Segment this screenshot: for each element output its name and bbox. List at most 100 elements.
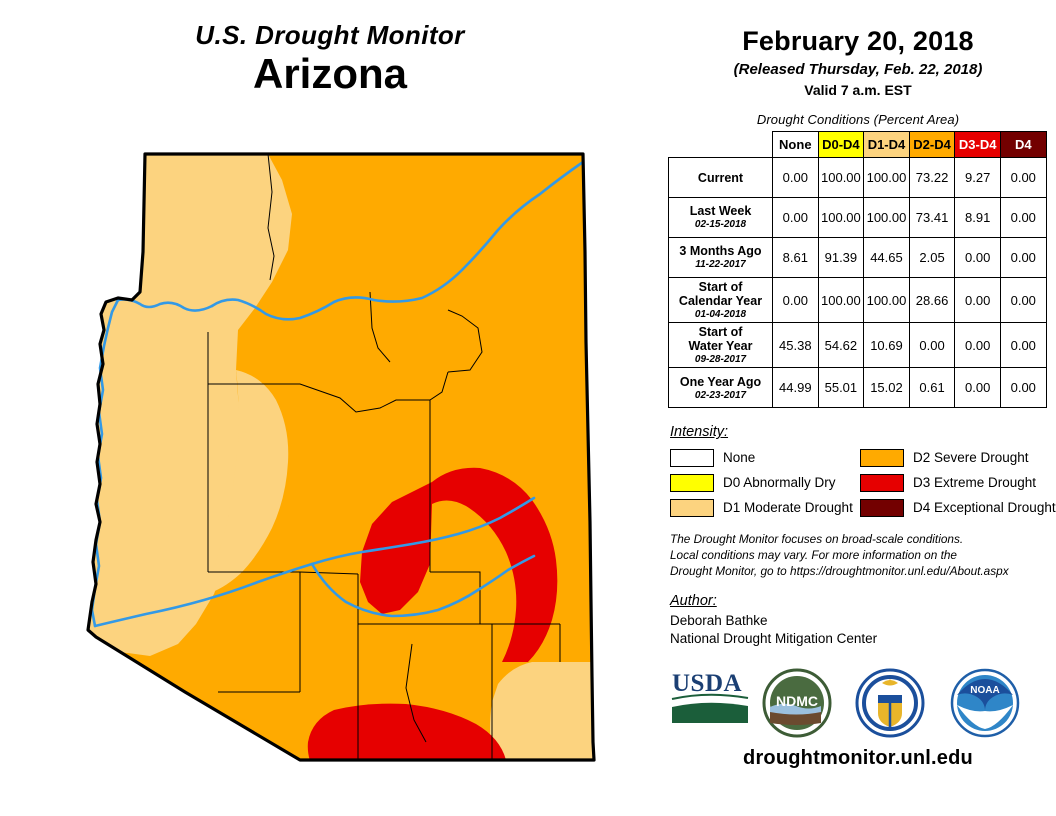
author-affiliation: National Drought Mitigation Center: [670, 631, 878, 647]
table-row: Start of Water Year 09-28-2017 45.38 54.62 10…: [668, 322, 1047, 369]
cell-r5-c0: 44.99: [772, 367, 819, 409]
table-body: Current 0.00 100.00 100.00 73.22 9.27 0.00 Last…: [668, 157, 1047, 409]
legend-swatch-icon: [670, 473, 714, 492]
region-d1-central-band: [206, 370, 289, 594]
map-drought-layers: [88, 154, 594, 760]
row-label-5: One Year Ago 02-23-2017: [668, 367, 773, 409]
col-header-d2-d4: D2-D4: [908, 131, 956, 158]
state-name-title: Arizona: [252, 50, 407, 98]
disclaimer-text: The Drought Monitor focuses on broad-sca…: [670, 532, 1050, 579]
row-date-5: 02-23-2017: [694, 389, 747, 401]
row-label-2: 3 Months Ago 11-22-2017: [668, 237, 773, 278]
cell-r0-c3: 73.22: [908, 157, 956, 198]
map-date: February 20, 2018: [742, 26, 974, 56]
ndmc-logo: NDMC: [762, 668, 832, 737]
cell-r0-c2: 100.00: [863, 157, 910, 198]
cell-r4-c3: 0.00: [908, 322, 956, 369]
row-date-2: 11-22-2017: [695, 259, 746, 271]
cell-r0-c5: 0.00: [999, 157, 1047, 198]
author-block: Author: Deborah Bathke National Drought …: [670, 593, 1050, 648]
legend-swatch-icon: [860, 473, 904, 492]
legend-swatch-icon: [860, 498, 904, 517]
row-label-3: Start of Calendar Year 01-04-2018: [668, 276, 773, 324]
release-date: (Released Thursday, Feb. 22, 2018): [733, 61, 983, 78]
cell-r3-c4: 0.00: [954, 276, 1001, 324]
legend-label: D2 Severe Drought: [913, 450, 1029, 466]
row-label-1: Last Week 02-15-2018: [668, 197, 773, 238]
cell-r0-c4: 9.27: [954, 157, 1001, 198]
cell-r4-c4: 0.00: [954, 322, 1001, 369]
legend-label: D0 Abnormally Dry: [723, 475, 836, 491]
col-header-d0-d4: D0-D4: [817, 131, 865, 158]
table-row: One Year Ago 02-23-2017 44.99 55.01 15.02 0.6…: [668, 367, 1047, 409]
legend-swatch-icon: [670, 448, 714, 467]
date-block: February 20, 2018 (Released Thursday, Fe…: [660, 0, 1056, 98]
website-url[interactable]: droughtmonitor.unl.edu: [743, 746, 973, 769]
cell-r4-c1: 54.62: [817, 322, 865, 369]
cell-r5-c1: 55.01: [817, 367, 865, 409]
cell-r5-c3: 0.61: [908, 367, 956, 409]
arizona-drought-map[interactable]: [0, 132, 660, 812]
disclaimer-line-0: The Drought Monitor focuses on broad-sca…: [670, 532, 964, 547]
row-date-3: 01-04-2018: [694, 309, 747, 320]
partner-logos: USDA NDMC: [660, 665, 1056, 741]
info-panel: February 20, 2018 (Released Thursday, Fe…: [660, 0, 1056, 816]
cell-r1-c1: 100.00: [817, 197, 865, 238]
arizona-state-outline: [86, 152, 596, 762]
cell-r2-c5: 0.00: [999, 237, 1047, 278]
legend-label: None: [723, 450, 756, 466]
intensity-legend: Intensity: None D0 Abnormally Dry D1 Moder…: [670, 424, 1056, 520]
cell-r5-c5: 0.00: [999, 367, 1047, 409]
region-d1-southeast: [490, 662, 594, 760]
cell-r2-c4: 0.00: [954, 237, 1001, 278]
cell-r3-c0: 0.00: [772, 276, 819, 324]
drought-conditions-table: None D0-D4 D1-D4 D2-D4 D3-D4 D4 Current 0…: [668, 131, 1047, 409]
table-caption: Drought Conditions (Percent Area): [756, 112, 960, 127]
cell-r1-c0: 0.00: [772, 197, 819, 238]
legend-item-left-1: D0 Abnormally Dry: [670, 470, 860, 495]
svg-text:NDMC: NDMC: [776, 693, 818, 709]
row-date-4: 09-28-2017: [694, 354, 747, 366]
svg-text:USDA: USDA: [672, 670, 742, 697]
row-date-1: 02-15-2018: [694, 219, 747, 231]
map-panel: U.S. Drought Monitor Arizona: [0, 20, 660, 812]
cell-r0-c1: 100.00: [817, 157, 865, 198]
svg-text:NOAA: NOAA: [970, 685, 999, 696]
cell-r2-c2: 44.65: [863, 237, 910, 278]
legend-heading: Intensity:: [670, 424, 729, 441]
cell-r2-c1: 91.39: [817, 237, 865, 278]
legend-item-right-0: D2 Severe Drought: [860, 445, 1050, 470]
legend-column-right: D2 Severe Drought D3 Extreme Drought D4 Ex…: [860, 445, 1056, 520]
table-header-row: None D0-D4 D1-D4 D2-D4 D3-D4 D4: [669, 131, 1047, 158]
author-heading: Author:: [670, 593, 717, 610]
row-label-0: Current: [668, 157, 773, 198]
legend-item-right-1: D3 Extreme Drought: [860, 470, 1050, 495]
col-header-none: None: [772, 131, 819, 158]
cell-r2-c0: 8.61: [772, 237, 819, 278]
disclaimer-line-2: Drought Monitor, go to https://droughtmo…: [670, 563, 1009, 578]
valid-time: Valid 7 a.m. EST: [804, 82, 912, 98]
cell-r4-c0: 45.38: [772, 322, 819, 369]
region-d1-northwest: [88, 154, 292, 656]
col-header-d4: D4: [999, 131, 1047, 158]
legend-item-left-2: D1 Moderate Drought: [670, 495, 860, 520]
drought-conditions-table-wrap: None D0-D4 D1-D4 D2-D4 D3-D4 D4 Current 0…: [668, 131, 1048, 409]
cell-r5-c4: 0.00: [954, 367, 1001, 409]
legend-item-right-2: D4 Exceptional Drought: [860, 495, 1056, 520]
legend-label: D1 Moderate Drought: [723, 500, 853, 516]
region-d3-east-central: [360, 467, 558, 662]
usda-logo: USDA: [671, 670, 749, 723]
cell-r2-c3: 2.05: [908, 237, 956, 278]
legend-label: D4 Exceptional Drought: [913, 500, 1056, 516]
cell-r1-c2: 100.00: [863, 197, 910, 238]
cell-r3-c2: 100.00: [863, 276, 910, 324]
usdc-seal-logo: [855, 668, 925, 737]
col-header-d3-d4: D3-D4: [954, 131, 1001, 158]
legend-column-left: None D0 Abnormally Dry D1 Moderate Drought: [670, 445, 860, 520]
cell-r1-c5: 0.00: [999, 197, 1047, 238]
cell-r3-c1: 100.00: [817, 276, 865, 324]
drought-monitor-title: U.S. Drought Monitor: [195, 20, 465, 50]
disclaimer-line-1: Local conditions may vary. For more info…: [670, 547, 957, 562]
author-name: Deborah Bathke: [670, 613, 768, 629]
legend-item-left-0: None: [670, 445, 860, 470]
